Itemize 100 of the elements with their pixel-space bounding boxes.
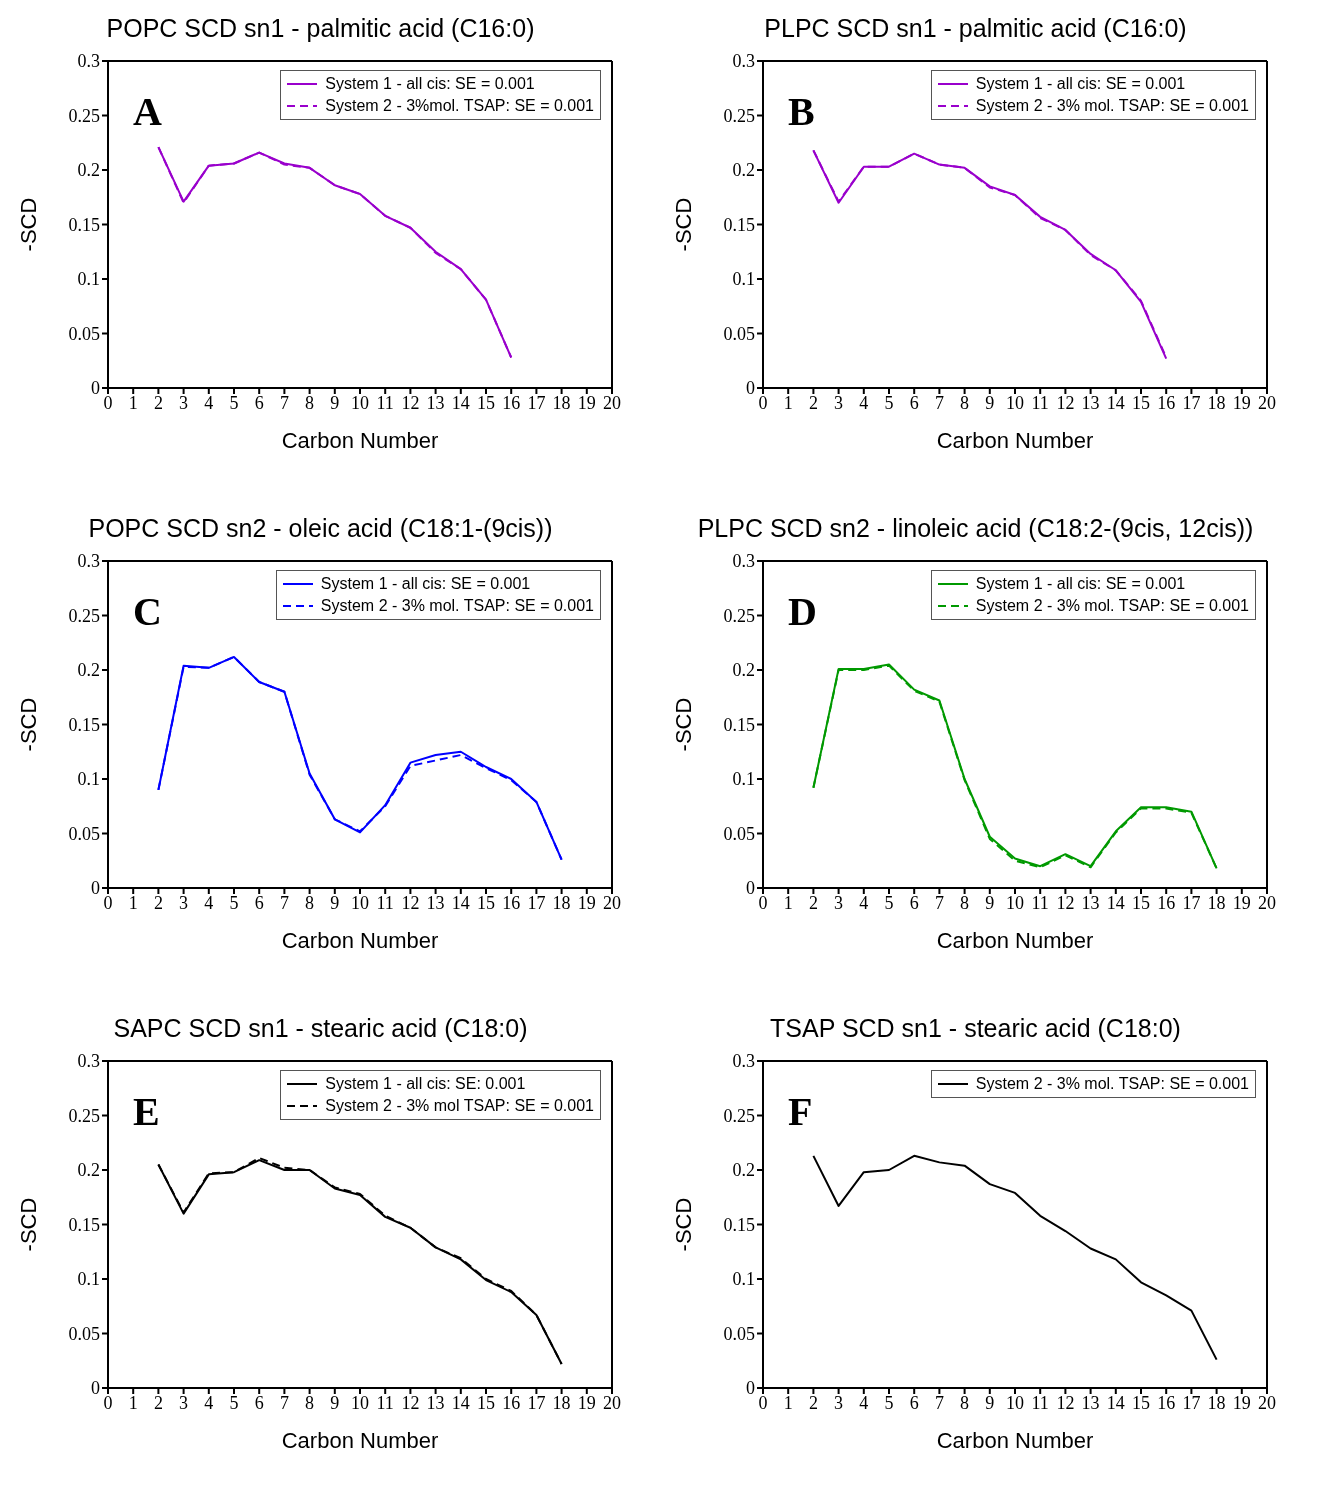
x-tick-label: 10 (351, 1392, 369, 1413)
y-tick-label: 0.1 (732, 1269, 755, 1290)
x-tick-label: 4 (204, 892, 214, 913)
y-tick-label: 0.05 (723, 1323, 755, 1344)
x-tick-label: 12 (1056, 1392, 1075, 1413)
x-tick-label: 19 (577, 392, 596, 413)
y-tick-label: 0.2 (732, 660, 755, 681)
x-tick-label: 9 (985, 392, 995, 413)
x-tick-label: 12 (1056, 392, 1075, 413)
x-tick-label: 2 (808, 1392, 818, 1413)
x-tick-label: 2 (153, 392, 163, 413)
x-tick-label: 6 (254, 1392, 264, 1413)
x-tick-label: 11 (1031, 1392, 1049, 1413)
x-tick-label: 19 (1232, 892, 1251, 913)
y-tick-label: 0.2 (77, 660, 100, 681)
chart-title: PLPC SCD sn2 - linoleic acid (C18:2-(9cis, 12cis)) (696, 513, 1255, 544)
x-tick-label: 10 (351, 392, 369, 413)
x-tick-label: 18 (1207, 1392, 1226, 1413)
legend-label: System 2 - 3% mol. TSAP: SE = 0.001 (975, 96, 1249, 116)
y-tick-label: 0.15 (723, 714, 755, 735)
x-tick-label: 1 (783, 392, 793, 413)
y-axis-title: -SCD (15, 1197, 41, 1252)
x-tick-label: 10 (351, 892, 369, 913)
x-tick-label: 6 (909, 892, 919, 913)
x-tick-label: 17 (527, 1392, 546, 1413)
x-tick-label: 17 (527, 392, 546, 413)
x-axis-title: Carbon Number (281, 1428, 439, 1453)
legend-label: System 1 - all cis: SE: 0.001 (325, 1074, 526, 1094)
x-tick-label: 17 (1182, 392, 1201, 413)
y-axis-title: -SCD (15, 697, 41, 752)
x-tick-label: 7 (279, 892, 289, 913)
x-tick-label: 7 (934, 392, 944, 413)
x-tick-label: 18 (552, 1392, 571, 1413)
x-tick-label: 13 (426, 392, 445, 413)
x-tick-label: 2 (808, 892, 818, 913)
y-tick-label: 0.05 (68, 1323, 100, 1344)
x-tick-label: 4 (204, 392, 214, 413)
y-tick-label: 0 (91, 878, 100, 899)
x-tick-label: 3 (179, 1392, 189, 1413)
x-tick-label: 18 (1207, 892, 1226, 913)
legend-label: System 2 - 3% mol. TSAP: SE = 0.001 (975, 1074, 1249, 1094)
x-tick-label: 6 (909, 1392, 919, 1413)
x-tick-label: 18 (552, 392, 571, 413)
x-tick-label: 8 (960, 392, 970, 413)
x-tick-label: 12 (401, 892, 420, 913)
x-tick-label: 3 (179, 392, 189, 413)
annotation: D (788, 588, 817, 635)
x-tick-label: 11 (376, 1392, 394, 1413)
chart-title: PLPC SCD sn1 - palmitic acid (C16:0) (763, 13, 1188, 44)
x-tick-label: 5 (884, 1392, 894, 1413)
x-tick-label: 18 (552, 892, 571, 913)
x-tick-label: 5 (229, 392, 239, 413)
x-tick-label: 7 (934, 892, 944, 913)
x-tick-label: 1 (783, 1392, 793, 1413)
x-tick-label: 17 (1182, 892, 1201, 913)
x-tick-label: 11 (376, 392, 394, 413)
x-tick-label: 1 (128, 392, 138, 413)
chart-title: POPC SCD sn1 - palmitic acid (C16:0) (105, 13, 536, 44)
y-tick-label: 0.3 (77, 551, 100, 572)
x-tick-label: 1 (128, 892, 138, 913)
annotation: C (133, 588, 162, 635)
x-tick-label: 8 (305, 892, 315, 913)
x-tick-label: 12 (1056, 892, 1075, 913)
x-tick-label: 13 (426, 1392, 445, 1413)
x-tick-label: 19 (1232, 1392, 1251, 1413)
y-tick-label: 0 (91, 378, 100, 399)
x-tick-label: 19 (577, 892, 596, 913)
chart-title: TSAP SCD sn1 - stearic acid (C18:0) (769, 1013, 1182, 1044)
x-tick-label: 20 (1258, 1392, 1276, 1413)
chart-title: SAPC SCD sn1 - stearic acid (C18:0) (112, 1013, 529, 1044)
x-tick-label: 5 (884, 392, 894, 413)
x-tick-label: 6 (254, 892, 264, 913)
x-tick-label: 17 (527, 892, 546, 913)
x-tick-label: 19 (577, 1392, 596, 1413)
x-tick-label: 14 (451, 1392, 470, 1413)
y-axis-title: -SCD (670, 197, 696, 252)
x-tick-label: 3 (834, 1392, 844, 1413)
x-tick-label: 16 (502, 1392, 521, 1413)
x-tick-label: 15 (477, 892, 495, 913)
x-tick-label: 8 (305, 1392, 315, 1413)
y-tick-label: 0.15 (68, 214, 100, 235)
legend-label: System 1 - all cis: SE = 0.001 (975, 74, 1186, 94)
x-tick-label: 1 (128, 1392, 138, 1413)
x-tick-label: 12 (401, 1392, 420, 1413)
y-tick-label: 0.3 (77, 51, 100, 72)
x-tick-label: 7 (934, 1392, 944, 1413)
y-tick-label: 0.15 (68, 1214, 100, 1235)
x-tick-label: 13 (426, 892, 445, 913)
x-tick-label: 20 (603, 892, 621, 913)
x-tick-label: 18 (1207, 392, 1226, 413)
x-tick-label: 10 (1006, 392, 1024, 413)
y-axis-title: -SCD (670, 1197, 696, 1252)
legend-label: System 1 - all cis: SE = 0.001 (325, 74, 535, 94)
x-tick-label: 11 (1031, 892, 1049, 913)
x-axis-title: Carbon Number (281, 928, 439, 953)
legend-label: System 2 - 3% mol TSAP: SE = 0.001 (325, 1096, 594, 1116)
x-tick-label: 9 (985, 1392, 995, 1413)
x-tick-label: 20 (603, 1392, 621, 1413)
x-tick-label: 3 (834, 392, 844, 413)
x-axis-title: Carbon Number (281, 428, 439, 453)
